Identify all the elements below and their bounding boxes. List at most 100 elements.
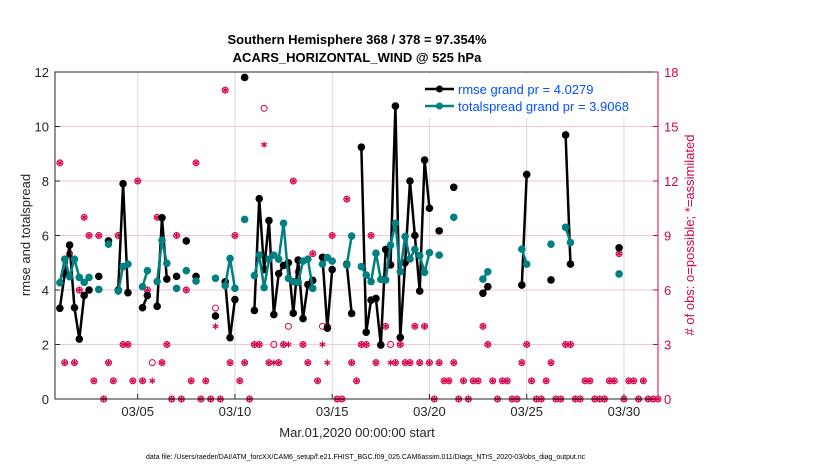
- rmse-point: [347, 309, 356, 318]
- obs-assimilated-marker: [163, 341, 170, 348]
- rmse-point: [357, 143, 366, 152]
- obs-assimilated-marker: [71, 359, 78, 366]
- asterisk-stroke: [188, 378, 195, 383]
- asterisk-stroke: [450, 360, 457, 365]
- totalspread-point: [420, 268, 429, 277]
- totalspread-point: [401, 232, 409, 241]
- obs-assimilated-marker: [231, 232, 239, 239]
- rmse-point: [255, 194, 264, 203]
- asterisk-stroke: [547, 360, 555, 365]
- obs-assimilated-marker: [586, 377, 594, 385]
- y-right-tick-label: 9: [664, 229, 671, 244]
- obs-assimilated-marker: [363, 341, 370, 348]
- x-tick-label: 03/25: [510, 404, 543, 419]
- asterisk-stroke: [105, 360, 112, 365]
- asterisk-stroke: [222, 88, 229, 93]
- obs-assimilated-marker: [95, 232, 102, 239]
- obs-assimilated-marker: [149, 377, 156, 385]
- rmse-segment: [520, 174, 528, 286]
- obs-assimilated-marker: [484, 341, 491, 348]
- totalspread-segment: [399, 236, 407, 272]
- totalspread-point: [566, 238, 575, 247]
- rmse-segment: [73, 307, 81, 340]
- totalspread-point: [240, 215, 249, 224]
- asterisk-stroke: [319, 342, 326, 347]
- axes: 0 3 6 9 12 15 18 0 2 4 6 8 10 12 03/05 03/10 03/15 03/20 0…: [35, 65, 679, 419]
- rmse-point: [377, 341, 385, 349]
- rmse-point: [566, 260, 575, 268]
- rmse-segment: [423, 159, 431, 209]
- asterisk-stroke: [474, 378, 482, 383]
- x-tick-label: 03/30: [608, 404, 641, 419]
- totalspread-point: [211, 274, 220, 283]
- asterisk-stroke: [124, 342, 132, 347]
- asterisk-stroke: [640, 378, 647, 383]
- asterisk-stroke: [528, 378, 535, 383]
- y-right-tick-label: 12: [664, 174, 678, 189]
- y-tick-label: 8: [42, 174, 49, 189]
- asterisk-stroke: [231, 233, 239, 238]
- asterisk-stroke: [329, 233, 336, 238]
- obs-assimilated-marker: [261, 141, 268, 148]
- asterisk-stroke: [173, 233, 180, 238]
- rmse-point: [231, 295, 239, 304]
- totalspread-segment: [262, 258, 271, 288]
- totalspread-point: [479, 275, 487, 283]
- totalspread-point: [318, 260, 327, 268]
- asterisk-stroke: [299, 342, 307, 347]
- rmse-point: [411, 231, 419, 240]
- asterisk-stroke: [129, 378, 136, 383]
- rmse-segment: [399, 262, 407, 338]
- obs-assimilated-marker: [504, 377, 511, 385]
- y-tick-label: 4: [42, 283, 49, 298]
- obs-assimilated-marker: [367, 232, 375, 239]
- totalspread-point: [182, 266, 191, 275]
- rmse-segment: [58, 273, 66, 309]
- obs-assimilated-marker: [547, 359, 555, 366]
- obs-assimilated-marker: [411, 323, 418, 330]
- totalspread-point: [60, 255, 69, 264]
- totalspread-point: [328, 257, 336, 265]
- obs-assimilated-marker: [319, 341, 326, 348]
- rmse-point: [615, 243, 623, 252]
- totalspread-segment: [403, 236, 412, 260]
- asterisk-stroke: [163, 342, 170, 347]
- obs-possible-marker: [148, 359, 156, 367]
- rmse-point: [94, 272, 103, 281]
- asterisk-stroke: [445, 378, 452, 383]
- totalspread-point: [406, 255, 414, 263]
- totalspread-segment: [258, 254, 266, 288]
- obs-assimilated-marker: [256, 341, 263, 348]
- totalspread-point: [153, 277, 161, 286]
- obs-assimilated-marker: [85, 232, 93, 239]
- totalspread-point: [56, 278, 64, 287]
- rmse-point: [265, 216, 273, 225]
- obs-assimilated-marker: [416, 359, 423, 366]
- obs-assimilated-marker: [523, 341, 530, 348]
- obs-assimilated-marker: [343, 195, 350, 203]
- rmse-point: [435, 227, 443, 235]
- obs-assimilated-marker: [353, 377, 360, 385]
- rmse-segment: [408, 180, 417, 236]
- obs-possible-marker: [387, 341, 395, 348]
- rmse-point: [381, 245, 390, 254]
- asterisk-stroke: [489, 378, 496, 383]
- rmse-segment: [360, 147, 368, 333]
- totalspread-point: [94, 285, 103, 294]
- totalspread-point: [70, 255, 79, 264]
- totalspread-segment: [306, 259, 314, 289]
- obs-assimilated-marker: [426, 359, 433, 366]
- rmse-segment: [364, 299, 373, 333]
- rmse-point: [415, 287, 424, 295]
- asterisk-stroke: [543, 378, 550, 383]
- rmse-segment: [321, 257, 329, 329]
- asterisk-stroke: [460, 378, 467, 383]
- obs-assimilated-marker: [640, 377, 647, 385]
- rmse-segment: [292, 259, 300, 314]
- rmse-point: [250, 306, 259, 315]
- rmse-point: [479, 289, 487, 298]
- asterisk-stroke: [411, 324, 418, 329]
- obs-assimilated-marker: [450, 359, 457, 366]
- x-tick-label: 03/15: [316, 404, 349, 419]
- rmse-segment: [228, 299, 237, 338]
